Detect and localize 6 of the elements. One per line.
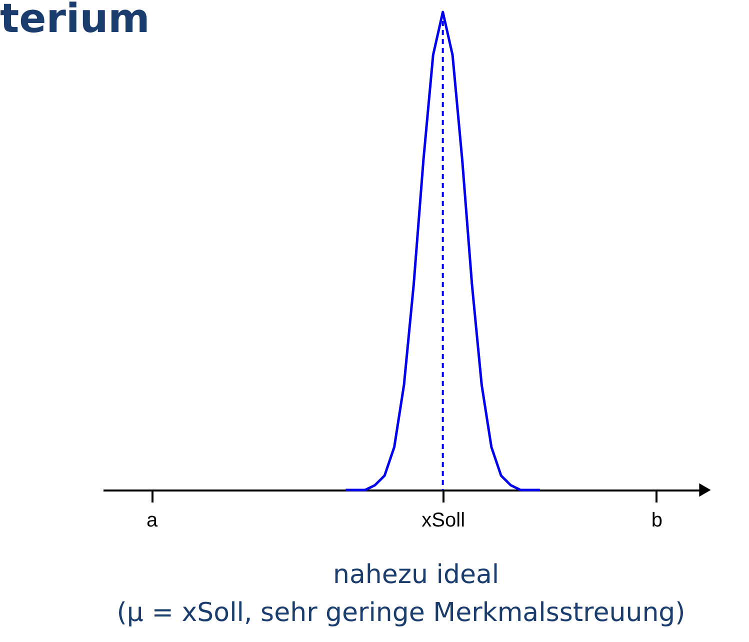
chart-title: terium <box>0 0 150 42</box>
text: nahezu ideal <box>332 560 500 590</box>
x-tick-label: a <box>146 510 158 532</box>
x-tick-label: xSoll <box>422 510 466 532</box>
x-tick-label: b <box>651 510 663 532</box>
text: (μ = xSoll, sehr geringe Merkmalsstreuung) <box>116 598 686 628</box>
